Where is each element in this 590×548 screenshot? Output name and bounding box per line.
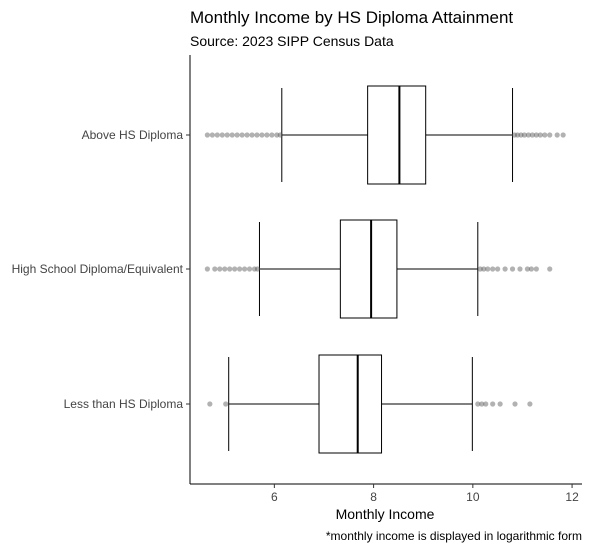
outlier-point-high-school-diploma-equivalent	[495, 266, 501, 272]
outlier-point-above-hs-diploma	[244, 132, 250, 138]
category-label-above-hs-diploma: Above HS Diploma	[82, 128, 184, 142]
outlier-point-high-school-diploma-equivalent	[485, 266, 491, 272]
outlier-point-above-hs-diploma	[259, 132, 265, 138]
category-label-high-school-diploma-equivalent: High School Diploma/Equivalent	[12, 262, 184, 276]
outlier-point-high-school-diploma-equivalent	[547, 266, 553, 272]
outlier-point-less-than-hs-diploma	[497, 401, 503, 407]
plot-area: 6 8 10 12 Above HS Diploma High School Diplom…	[12, 55, 582, 504]
iqr-box-less-than-hs-diploma	[318, 354, 383, 454]
outlier-point-less-than-hs-diploma	[479, 401, 485, 407]
x-tick-label: 12	[565, 490, 579, 504]
outlier-point-above-hs-diploma	[560, 132, 566, 138]
outlier-point-high-school-diploma-equivalent	[528, 266, 534, 272]
outlier-point-above-hs-diploma	[521, 132, 528, 138]
outlier-point-high-school-diploma-equivalent	[517, 266, 523, 272]
outlier-point-above-hs-diploma	[511, 132, 518, 138]
outlier-point-above-hs-diploma	[274, 132, 280, 138]
outlier-point-above-hs-diploma	[518, 132, 524, 138]
outlier-point-above-hs-diploma	[269, 132, 275, 138]
outlier-point-above-hs-diploma	[214, 132, 220, 138]
x-tick-label: 8	[370, 490, 377, 504]
outlier-point-high-school-diploma-equivalent	[204, 266, 210, 272]
x-tick-label: 6	[271, 490, 278, 504]
outlier-point-above-hs-diploma	[204, 132, 210, 138]
outlier-point-above-hs-diploma	[533, 132, 539, 138]
outlier-point-above-hs-diploma	[277, 132, 283, 138]
x-axis-title: Monthly Income	[336, 506, 435, 522]
outlier-point-above-hs-diploma	[209, 132, 215, 138]
outlier-point-less-than-hs-diploma	[527, 401, 533, 407]
x-tick-label: 10	[466, 490, 480, 504]
outlier-point-less-than-hs-diploma	[223, 401, 229, 407]
outlier-point-high-school-diploma-equivalent	[246, 266, 253, 272]
outlier-point-above-hs-diploma	[529, 132, 535, 138]
outlier-point-above-hs-diploma	[514, 132, 521, 138]
outlier-point-high-school-diploma-equivalent	[533, 266, 539, 272]
outlier-point-above-hs-diploma	[254, 132, 260, 138]
outlier-point-above-hs-diploma	[525, 132, 532, 138]
outlier-point-less-than-hs-diploma	[207, 401, 213, 407]
chart-title: Monthly Income by HS Diploma Attainment	[190, 8, 513, 27]
outlier-point-less-than-hs-diploma	[490, 401, 496, 407]
iqr-box-high-school-diploma-equivalent	[339, 219, 398, 319]
outlier-point-high-school-diploma-equivalent	[509, 266, 516, 272]
outlier-point-high-school-diploma-equivalent	[251, 266, 258, 272]
outlier-point-high-school-diploma-equivalent	[222, 266, 228, 272]
outlier-point-above-hs-diploma	[234, 132, 240, 138]
outlier-point-high-school-diploma-equivalent	[227, 266, 233, 272]
outlier-point-high-school-diploma-equivalent	[232, 266, 238, 272]
outlier-point-above-hs-diploma	[219, 132, 225, 138]
outlier-point-high-school-diploma-equivalent	[212, 266, 218, 272]
outlier-point-above-hs-diploma	[229, 132, 235, 138]
outlier-point-less-than-hs-diploma	[512, 401, 518, 407]
outlier-point-high-school-diploma-equivalent	[237, 266, 243, 272]
outlier-point-above-hs-diploma	[249, 132, 255, 138]
outlier-point-high-school-diploma-equivalent	[524, 266, 531, 272]
outlier-point-less-than-hs-diploma	[475, 401, 481, 407]
outlier-point-high-school-diploma-equivalent	[241, 266, 248, 272]
outlier-point-above-hs-diploma	[239, 132, 245, 138]
outlier-point-high-school-diploma-equivalent	[481, 266, 487, 272]
outlier-point-above-hs-diploma	[542, 132, 548, 138]
outlier-point-high-school-diploma-equivalent	[490, 266, 496, 272]
outlier-point-high-school-diploma-equivalent	[502, 266, 508, 272]
chart-caption: *monthly income is displayed in logarith…	[326, 529, 582, 543]
category-label-less-than-hs-diploma: Less than HS Diploma	[64, 397, 184, 411]
outlier-point-above-hs-diploma	[554, 132, 560, 138]
outlier-point-high-school-diploma-equivalent	[477, 266, 483, 272]
chart-subtitle: Source: 2023 SIPP Census Data	[190, 33, 394, 49]
outlier-point-above-hs-diploma	[537, 132, 543, 138]
outlier-point-above-hs-diploma	[224, 132, 230, 138]
iqr-box-above-hs-diploma	[367, 85, 427, 185]
outlier-point-above-hs-diploma	[547, 132, 553, 138]
outlier-point-high-school-diploma-equivalent	[217, 266, 223, 272]
outlier-point-above-hs-diploma	[264, 132, 270, 138]
outlier-point-less-than-hs-diploma	[483, 401, 489, 407]
outlier-point-high-school-diploma-equivalent	[254, 266, 261, 272]
